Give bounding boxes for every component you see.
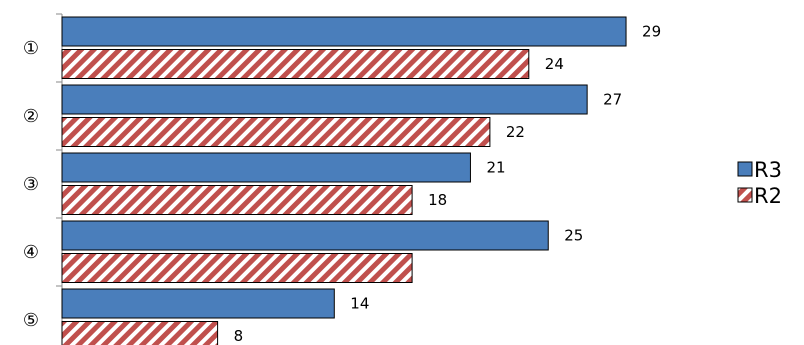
data-label: 14 [350,295,369,313]
legend-label-r3: R3 [754,158,782,182]
data-label: 24 [545,55,564,73]
bar-r3 [61,152,471,183]
bar-r2 [61,117,491,147]
category-axis: ① ② ③ ④ ⑤ [23,13,63,345]
legend-swatch-r2 [737,187,753,203]
data-label: 8 [234,327,244,345]
data-label: 21 [486,159,505,177]
category-label: ③ [23,174,39,195]
data-label: 25 [564,227,583,245]
bar-r2 [61,49,530,79]
legend-swatch-r3 [737,161,753,177]
category-label: ② [23,106,39,127]
bars [61,16,627,345]
category-label: ④ [23,242,39,263]
bar-r3 [61,84,588,115]
data-label: 22 [506,123,525,141]
legend-label-r2: R2 [754,184,782,208]
bar-r2 [61,321,219,345]
bar-r3 [61,288,335,319]
data-label: 18 [428,191,447,209]
category-label: ⑤ [23,310,39,331]
data-label: 27 [603,91,622,109]
category-label: ① [23,38,39,59]
bar-r2 [61,185,413,215]
data-label: 29 [642,23,661,41]
bar-r2 [61,253,413,283]
bar-r3 [61,16,627,47]
bar-r3 [61,220,549,251]
